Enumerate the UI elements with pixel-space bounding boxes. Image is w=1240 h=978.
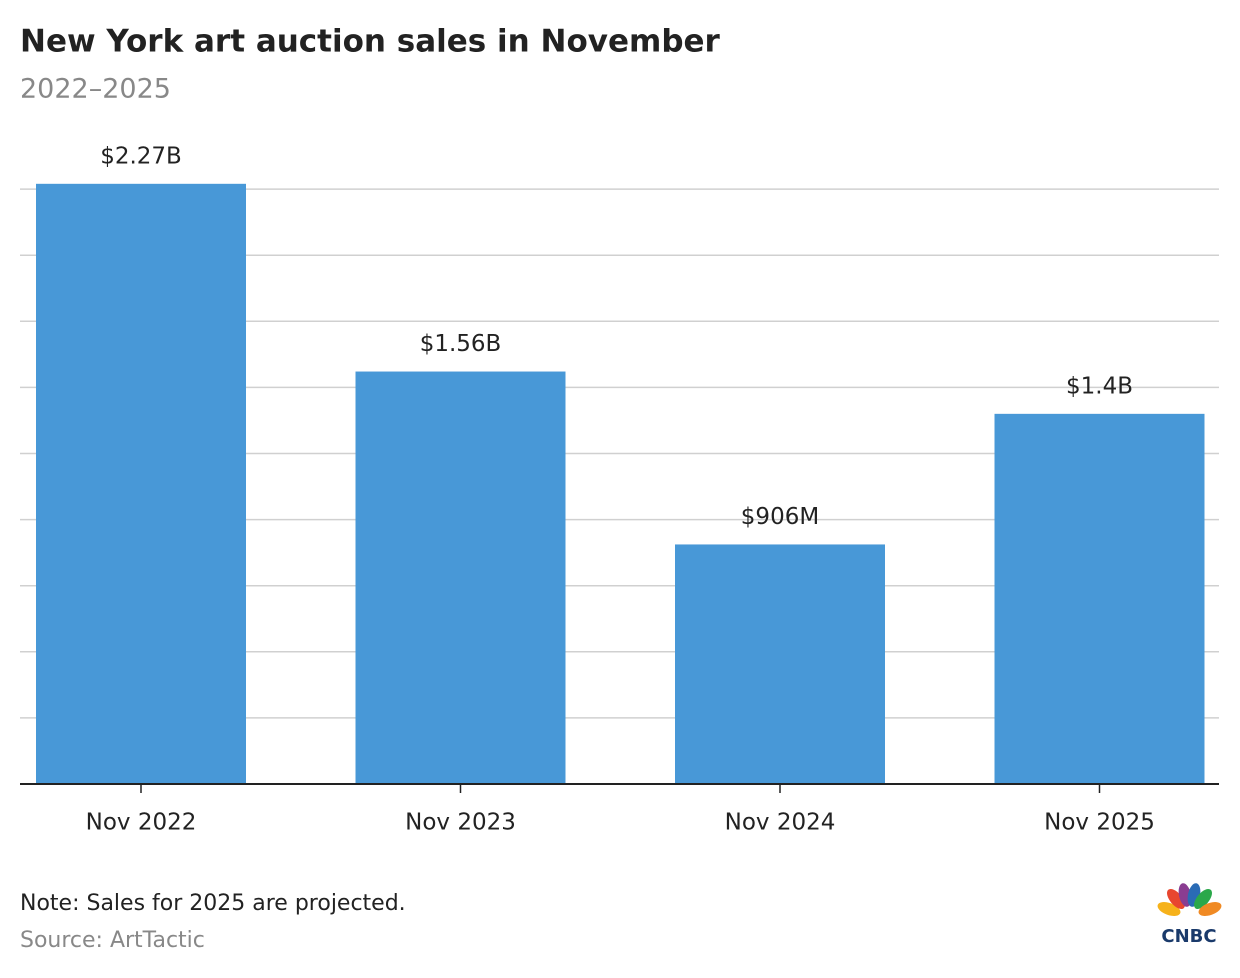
chart-subtitle: 2022–2025 <box>20 74 171 105</box>
value-label: $2.27B <box>100 143 182 169</box>
x-tick-label: Nov 2024 <box>725 810 836 836</box>
bar <box>355 371 566 784</box>
bar <box>36 183 246 784</box>
value-label: $1.4B <box>1066 373 1133 399</box>
note: Note: Sales for 2025 are projected. <box>20 891 406 916</box>
value-label: $1.56B <box>420 331 502 357</box>
source: Source: ArtTactic <box>20 928 205 953</box>
x-tick-label: Nov 2025 <box>1044 810 1155 836</box>
logo-text: CNBC <box>1161 926 1216 947</box>
bar <box>675 544 885 784</box>
x-tick-label: Nov 2023 <box>405 810 516 836</box>
chart-title: New York art auction sales in November <box>20 24 721 60</box>
x-tick-label: Nov 2022 <box>86 810 197 836</box>
logo: CNBC <box>1157 883 1222 947</box>
bar <box>994 413 1205 784</box>
value-label: $906M <box>741 504 819 530</box>
